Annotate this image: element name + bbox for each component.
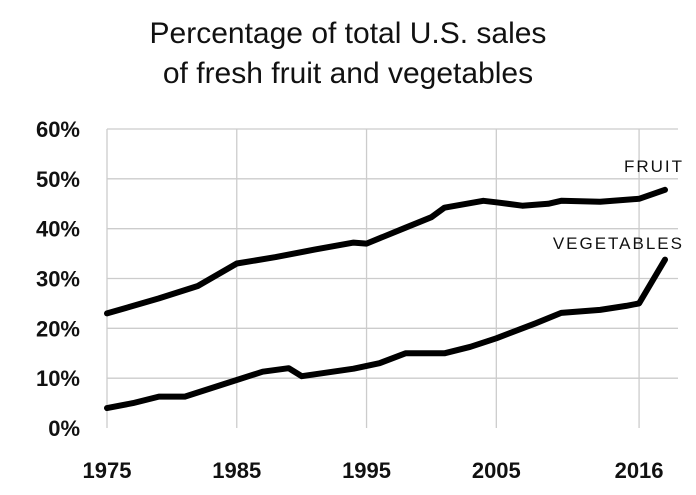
- series-line-vegetables: [104, 256, 668, 412]
- series-label-vegetables: VEGETABLES: [553, 234, 684, 253]
- y-tick-label: 30%: [36, 267, 80, 292]
- series-label-fruit: FRUIT: [624, 157, 684, 176]
- chart-title-line-2: of fresh fruit and vegetables: [162, 57, 534, 90]
- x-tick-label: 2016: [615, 458, 664, 483]
- chart-title-line-1: Percentage of total U.S. sales: [149, 17, 547, 50]
- x-tick-label: 1985: [212, 458, 261, 483]
- y-axis-tick-labels: 0% 10% 20% 30% 40% 50% 60%: [36, 117, 80, 441]
- x-tick-label: 1975: [83, 458, 132, 483]
- chart-series: FRUIT VEGETABLES: [104, 157, 684, 412]
- series-line-fruit: [104, 186, 668, 317]
- y-tick-label: 60%: [36, 117, 80, 142]
- y-tick-label: 20%: [36, 316, 80, 341]
- chart-grid: [106, 128, 678, 428]
- x-axis-tick-labels: 1975 1985 1995 2005 2016: [83, 458, 664, 483]
- y-tick-label: 40%: [36, 217, 80, 242]
- x-tick-label: 1995: [342, 458, 391, 483]
- y-tick-label: 0%: [48, 416, 80, 441]
- y-tick-label: 50%: [36, 167, 80, 192]
- x-tick-label: 2005: [472, 458, 521, 483]
- y-tick-label: 10%: [36, 366, 80, 391]
- chart-title: Percentage of total U.S. sales of fresh …: [0, 14, 696, 94]
